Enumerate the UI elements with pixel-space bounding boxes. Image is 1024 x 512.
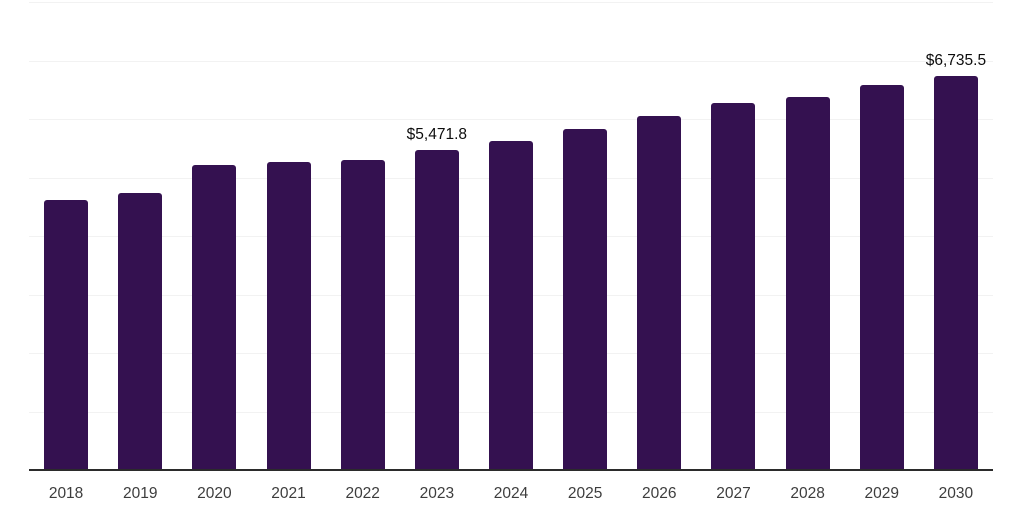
gridline-6000 (29, 119, 993, 120)
bar-2027 (711, 103, 756, 470)
gridline-8000 (29, 2, 993, 3)
x-tick-2023: 2023 (419, 485, 455, 502)
x-tick-2019: 2019 (122, 485, 158, 502)
bar-2019 (118, 192, 163, 470)
x-axis-line (29, 469, 993, 471)
x-tick-2021: 2021 (271, 485, 306, 502)
x-tick-2020: 2020 (197, 485, 232, 502)
bar-2023 (414, 149, 459, 470)
bar-2021 (266, 161, 311, 470)
bar-2022 (340, 159, 385, 470)
data-label-2030: $6,735.5 (925, 51, 987, 69)
x-tick-2024: 2024 (493, 485, 529, 502)
data-label-2023: $5,471.8 (406, 125, 468, 143)
bar-2020 (192, 164, 237, 470)
x-tick-2018: 2018 (48, 485, 84, 502)
x-tick-2029: 2029 (864, 485, 900, 502)
bar-2029 (859, 84, 904, 470)
x-tick-2027: 2027 (716, 485, 751, 502)
x-tick-2028: 2028 (790, 485, 825, 502)
x-tick-2026: 2026 (642, 485, 677, 502)
bar-2025 (563, 128, 608, 470)
bar-2028 (785, 96, 830, 470)
gridline-7000 (29, 60, 993, 62)
bar-2024 (489, 140, 533, 470)
bar-2018 (44, 200, 89, 470)
x-tick-2025: 2025 (567, 485, 603, 502)
bar-2026 (637, 116, 682, 470)
bar-2030 (933, 75, 978, 470)
x-tick-2030: 2030 (938, 485, 974, 502)
x-tick-2022: 2022 (345, 485, 380, 502)
